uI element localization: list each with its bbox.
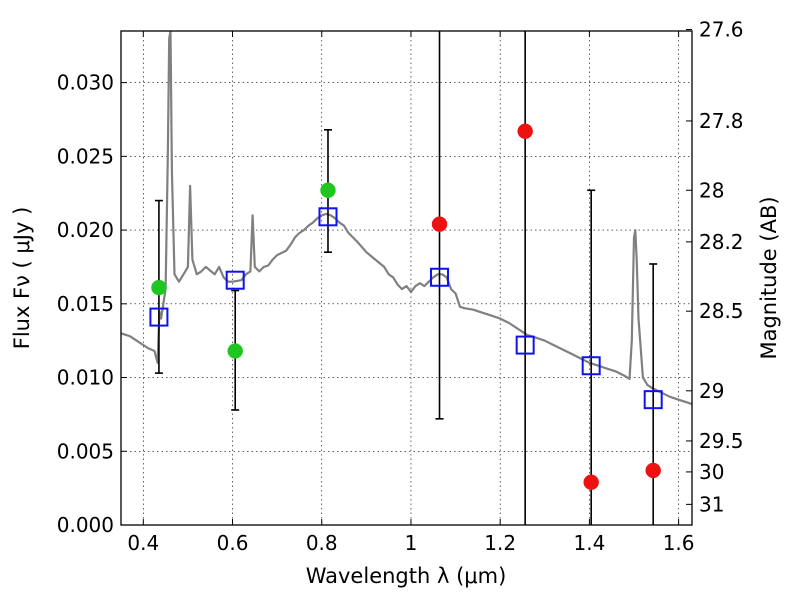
y-axis-label: Flux Fν ( μJy ) xyxy=(10,207,34,350)
x-tick-label: 0.8 xyxy=(306,531,338,555)
right-tick-label: 28.5 xyxy=(699,299,744,323)
x-tick-label: 0.6 xyxy=(217,531,249,555)
model-sed-line xyxy=(121,31,692,406)
red-data-point xyxy=(431,216,448,232)
marker-layer xyxy=(149,123,663,490)
x-tick-label: 1.2 xyxy=(484,531,516,555)
y-tick-label: 0.005 xyxy=(57,439,114,463)
model-photometry-square xyxy=(149,307,169,327)
red-data-point xyxy=(517,123,533,140)
axis-ticks: 0.4 0.6 0.8 1 1.2 1.4 1.6 0.000 0.005 0.010 0.015 0… xyxy=(57,18,744,555)
right-tick-label: 28.2 xyxy=(699,230,744,254)
x-tick-label: 1 xyxy=(405,531,418,555)
model-photometry-square xyxy=(225,270,245,290)
x-tick-label: 1.4 xyxy=(573,531,605,555)
model-photometry-square xyxy=(430,267,450,287)
right-tick-label: 29 xyxy=(699,379,724,403)
right-tick-label: 31 xyxy=(699,492,724,516)
model-photometry-square xyxy=(581,356,601,376)
right-axis-label: Magnitude (AB) xyxy=(757,196,781,359)
y-tick-label: 0.020 xyxy=(57,218,114,242)
errorbar-layer xyxy=(154,31,658,525)
green-data-point xyxy=(320,182,336,199)
right-tick-label: 27.6 xyxy=(699,18,744,42)
x-tick-label: 1.6 xyxy=(663,531,695,555)
y-tick-label: 0.015 xyxy=(57,292,114,316)
red-data-point xyxy=(645,462,661,479)
x-axis-label: Wavelength λ (μm) xyxy=(306,564,507,588)
green-data-point xyxy=(151,279,167,296)
y-tick-label: 0.000 xyxy=(57,513,114,537)
y-tick-label: 0.025 xyxy=(57,144,114,168)
grid xyxy=(121,31,692,526)
y-tick-label: 0.030 xyxy=(57,71,114,95)
model-sed-layer xyxy=(121,31,692,406)
x-tick-label: 0.4 xyxy=(127,531,159,555)
right-tick-label: 29.5 xyxy=(699,429,744,453)
right-tick-label: 30 xyxy=(699,460,724,484)
right-tick-label: 27.8 xyxy=(699,109,744,133)
model-photometry-square xyxy=(643,390,663,410)
green-data-point xyxy=(227,343,243,359)
model-photometry-square xyxy=(515,335,535,355)
right-tick-label: 28 xyxy=(699,178,724,202)
red-data-point xyxy=(583,474,599,490)
y-tick-label: 0.010 xyxy=(57,366,114,390)
model-photometry-square xyxy=(318,207,338,227)
plot-frame xyxy=(120,30,693,526)
